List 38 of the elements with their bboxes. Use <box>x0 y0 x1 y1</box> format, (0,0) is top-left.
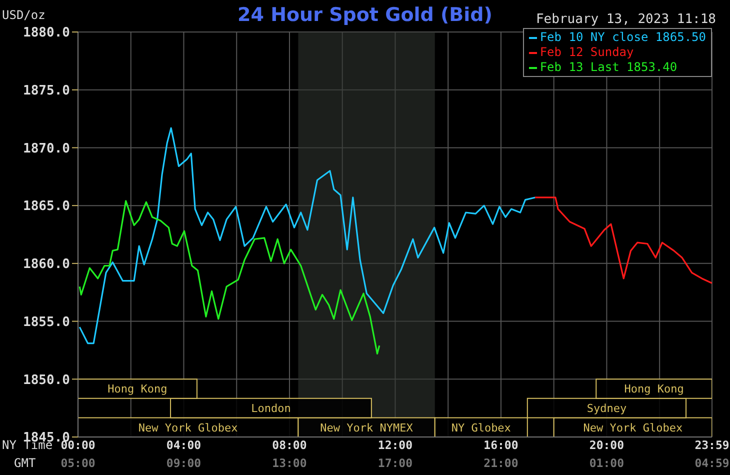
band-label: New York Globex <box>138 421 238 434</box>
x-tick-label: 08:00 <box>272 438 307 452</box>
band-label: NY Globex <box>451 421 512 434</box>
x2-tick-label: 13:00 <box>272 456 307 470</box>
line-series <box>534 196 712 284</box>
line-series <box>78 127 536 344</box>
chart-subtitle: February 13, 2023 11:18 <box>536 12 716 27</box>
y-tick-label: 1865.0 <box>23 199 70 214</box>
y-tick-label: 1880.0 <box>23 26 70 41</box>
x2-axis-title: GMT <box>14 456 36 470</box>
y-tick-label: 1860.0 <box>23 257 70 272</box>
x-tick-label: 04:00 <box>166 438 202 452</box>
band-label: New York NYMEX <box>320 421 414 434</box>
x-tick-label: 23:59 <box>694 438 730 452</box>
x2-tick-label: 09:00 <box>166 456 202 470</box>
chart-title: 24 Hour Spot Gold (Bid) <box>238 4 492 26</box>
y-tick-label: 1875.0 <box>23 83 70 98</box>
legend-label: Feb 13 Last 1853.40 <box>540 60 678 75</box>
line-series <box>78 200 380 354</box>
x-tick-label: 16:00 <box>484 438 518 452</box>
legend-label: Feb 12 Sunday <box>540 45 634 60</box>
x2-tick-label: 21:00 <box>484 456 518 470</box>
band-label: Hong Kong <box>624 382 684 396</box>
x2-tick-label: 17:00 <box>378 456 413 470</box>
x2-tick-label: 01:00 <box>589 456 624 470</box>
x2-tick-label: 05:00 <box>60 456 96 470</box>
y-tick-label: 1855.0 <box>23 314 70 330</box>
x2-tick-label: 04:59 <box>694 456 730 470</box>
x-tick-label: 12:00 <box>378 438 413 452</box>
band-label: London <box>251 402 291 415</box>
y-tick-label: 1850.0 <box>23 372 70 388</box>
band-label: Sydney <box>586 402 627 415</box>
x-tick-label: 20:00 <box>589 438 624 452</box>
band-label: Hong Kong <box>108 382 168 396</box>
y-tick-label: 1870.0 <box>23 141 70 156</box>
y-axis-title: USD/oz <box>2 8 46 22</box>
band-label: New York Globex <box>583 421 683 434</box>
legend-label: Feb 10 NY close 1865.50 <box>540 30 706 45</box>
